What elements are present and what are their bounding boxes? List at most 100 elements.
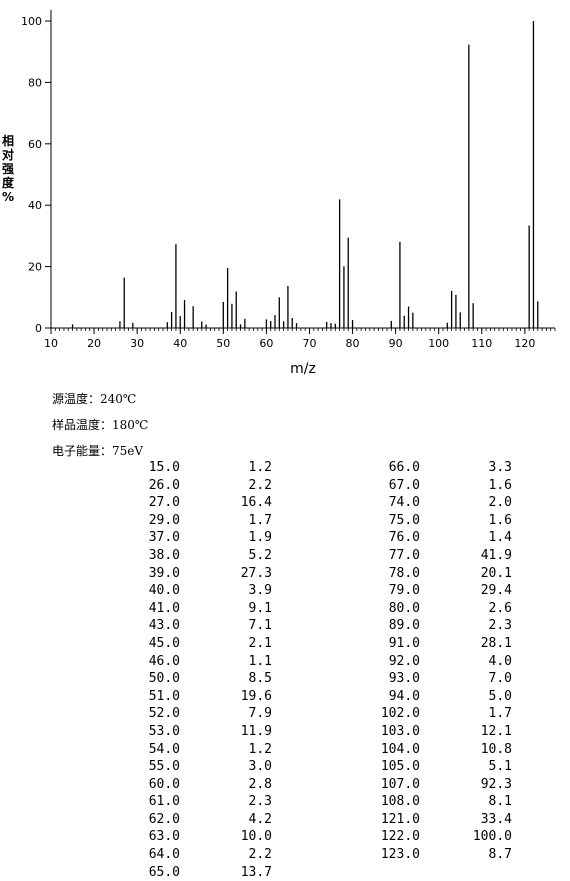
- table-cell: 12.1: [480, 723, 512, 739]
- table-cell: 2.2: [248, 477, 272, 493]
- y-axis-label-char: 强: [1, 162, 14, 176]
- spectrum-peaks: [71, 21, 539, 328]
- table-cell: 11.9: [240, 723, 272, 739]
- table-cell: 2.0: [488, 495, 512, 511]
- table-cell: 100.0: [472, 829, 512, 845]
- table-cell: 92.3: [480, 776, 512, 792]
- table-cell: 3.9: [248, 583, 272, 599]
- table-cell: 10.0: [240, 829, 272, 845]
- table-cell: 93.0: [388, 671, 420, 687]
- x-tick-label: 100: [428, 337, 449, 350]
- table-cell: 28.1: [480, 635, 512, 651]
- x-tick-label: 40: [173, 337, 187, 350]
- right-intensity-column: 3.3 1.6 2.0 1.6 1.4 41.9 20.1 29.4 2.6 2.3 28.1 4.0…: [458, 459, 512, 864]
- x-tick-label: 70: [302, 337, 316, 350]
- table-cell: 1.4: [488, 530, 512, 546]
- table-cell: 123.0: [380, 847, 420, 863]
- table-cell: 103.0: [380, 723, 420, 739]
- table-cell: 105.0: [380, 759, 420, 775]
- table-cell: 41.9: [480, 547, 512, 563]
- right-mz-column: 66.0 67.0 74.0 75.0 76.0 77.0 78.0 79.0 80.0 89.0…: [368, 459, 420, 864]
- table-cell: 3.0: [248, 759, 272, 775]
- table-cell: 50.0: [148, 671, 180, 687]
- table-cell: 89.0: [388, 618, 420, 634]
- table-cell: 2.2: [248, 847, 272, 863]
- table-cell: 10.8: [480, 741, 512, 757]
- table-cell: 38.0: [148, 547, 180, 563]
- table-cell: 91.0: [388, 635, 420, 651]
- table-cell: 60.0: [148, 776, 180, 792]
- table-cell: 2.6: [488, 600, 512, 616]
- table-cell: 40.0: [148, 583, 180, 599]
- table-cell: 94.0: [388, 688, 420, 704]
- table-cell: 62.0: [148, 811, 180, 827]
- y-tick-label: 80: [28, 76, 42, 89]
- y-tick-label: 0: [35, 322, 42, 335]
- table-cell: 29.4: [480, 583, 512, 599]
- x-axis-label: m/z: [290, 361, 316, 377]
- table-cell: 66.0: [388, 460, 420, 475]
- table-cell: 1.1: [248, 653, 272, 669]
- table-cell: 61.0: [148, 794, 180, 810]
- x-tick-label: 110: [471, 337, 492, 350]
- left-mz-column: 15.0 26.0 27.0 29.0 37.0 38.0 39.0 40.0 41.0 43.0…: [130, 459, 180, 881]
- table-cell: 1.2: [248, 460, 272, 475]
- x-tick-label: 50: [216, 337, 230, 350]
- table-cell: 2.3: [248, 794, 272, 810]
- table-cell: 104.0: [380, 741, 420, 757]
- table-cell: 15.0: [148, 460, 180, 475]
- table-cell: 78.0: [388, 565, 420, 581]
- table-cell: 4.2: [248, 811, 272, 827]
- y-axis-label-char: 相: [1, 134, 14, 148]
- y-tick-label: 100: [21, 15, 42, 28]
- table-cell: 1.7: [488, 706, 512, 722]
- x-tick-label: 20: [87, 337, 101, 350]
- table-cell: 4.0: [488, 653, 512, 669]
- table-cell: 7.0: [488, 671, 512, 687]
- table-cell: 43.0: [148, 618, 180, 634]
- table-cell: 92.0: [388, 653, 420, 669]
- table-cell: 1.6: [488, 477, 512, 493]
- table-cell: 74.0: [388, 495, 420, 511]
- table-cell: 77.0: [388, 547, 420, 563]
- table-cell: 33.4: [480, 811, 512, 827]
- table-cell: 27.0: [148, 495, 180, 511]
- y-axis-label-char: %: [1, 190, 15, 204]
- table-cell: 1.6: [488, 512, 512, 528]
- x-tick-label: 120: [514, 337, 535, 350]
- table-cell: 8.7: [488, 847, 512, 863]
- table-cell: 1.9: [248, 530, 272, 546]
- table-cell: 37.0: [148, 530, 180, 546]
- table-cell: 79.0: [388, 583, 420, 599]
- table-cell: 1.2: [248, 741, 272, 757]
- y-axis-label-char: 度: [1, 176, 14, 190]
- y-tick-label: 40: [28, 199, 42, 212]
- y-axis-label: 相 对 强 度 %: [0, 134, 16, 204]
- y-axis-label-char: 对: [1, 148, 14, 162]
- table-cell: 64.0: [148, 847, 180, 863]
- table-cell: 16.4: [240, 495, 272, 511]
- y-ticks: 0 20 40 60 80 100: [21, 15, 51, 335]
- table-cell: 46.0: [148, 653, 180, 669]
- left-intensity-column: 1.2 2.2 16.4 1.7 1.9 5.2 27.3 3.9 9.1 7.1 2.1 1.1 8.…: [220, 459, 272, 881]
- table-cell: 5.1: [488, 759, 512, 775]
- table-cell: 1.7: [248, 512, 272, 528]
- table-cell: 3.3: [488, 460, 512, 475]
- table-cell: 55.0: [148, 759, 180, 775]
- table-cell: 45.0: [148, 635, 180, 651]
- x-tick-label: 60: [259, 337, 273, 350]
- table-cell: 54.0: [148, 741, 180, 757]
- table-cell: 39.0: [148, 565, 180, 581]
- table-cell: 9.1: [248, 600, 272, 616]
- table-cell: 5.0: [488, 688, 512, 704]
- x-ticks: 10 20 30 40 50 60 70 80 90 100 110 120: [44, 328, 535, 350]
- mass-spectrum-chart: 10 20 30 40 50 60 70 80 90 100 110 120 0 20 40 60 80 100…: [21, 10, 556, 377]
- table-cell: 102.0: [380, 706, 420, 722]
- table-cell: 19.6: [240, 688, 272, 704]
- table-cell: 2.1: [248, 635, 272, 651]
- sample-temperature: 样品温度：180℃: [52, 418, 149, 432]
- table-cell: 2.3: [488, 618, 512, 634]
- table-cell: 2.8: [248, 776, 272, 792]
- table-cell: 65.0: [148, 864, 180, 880]
- table-cell: 53.0: [148, 723, 180, 739]
